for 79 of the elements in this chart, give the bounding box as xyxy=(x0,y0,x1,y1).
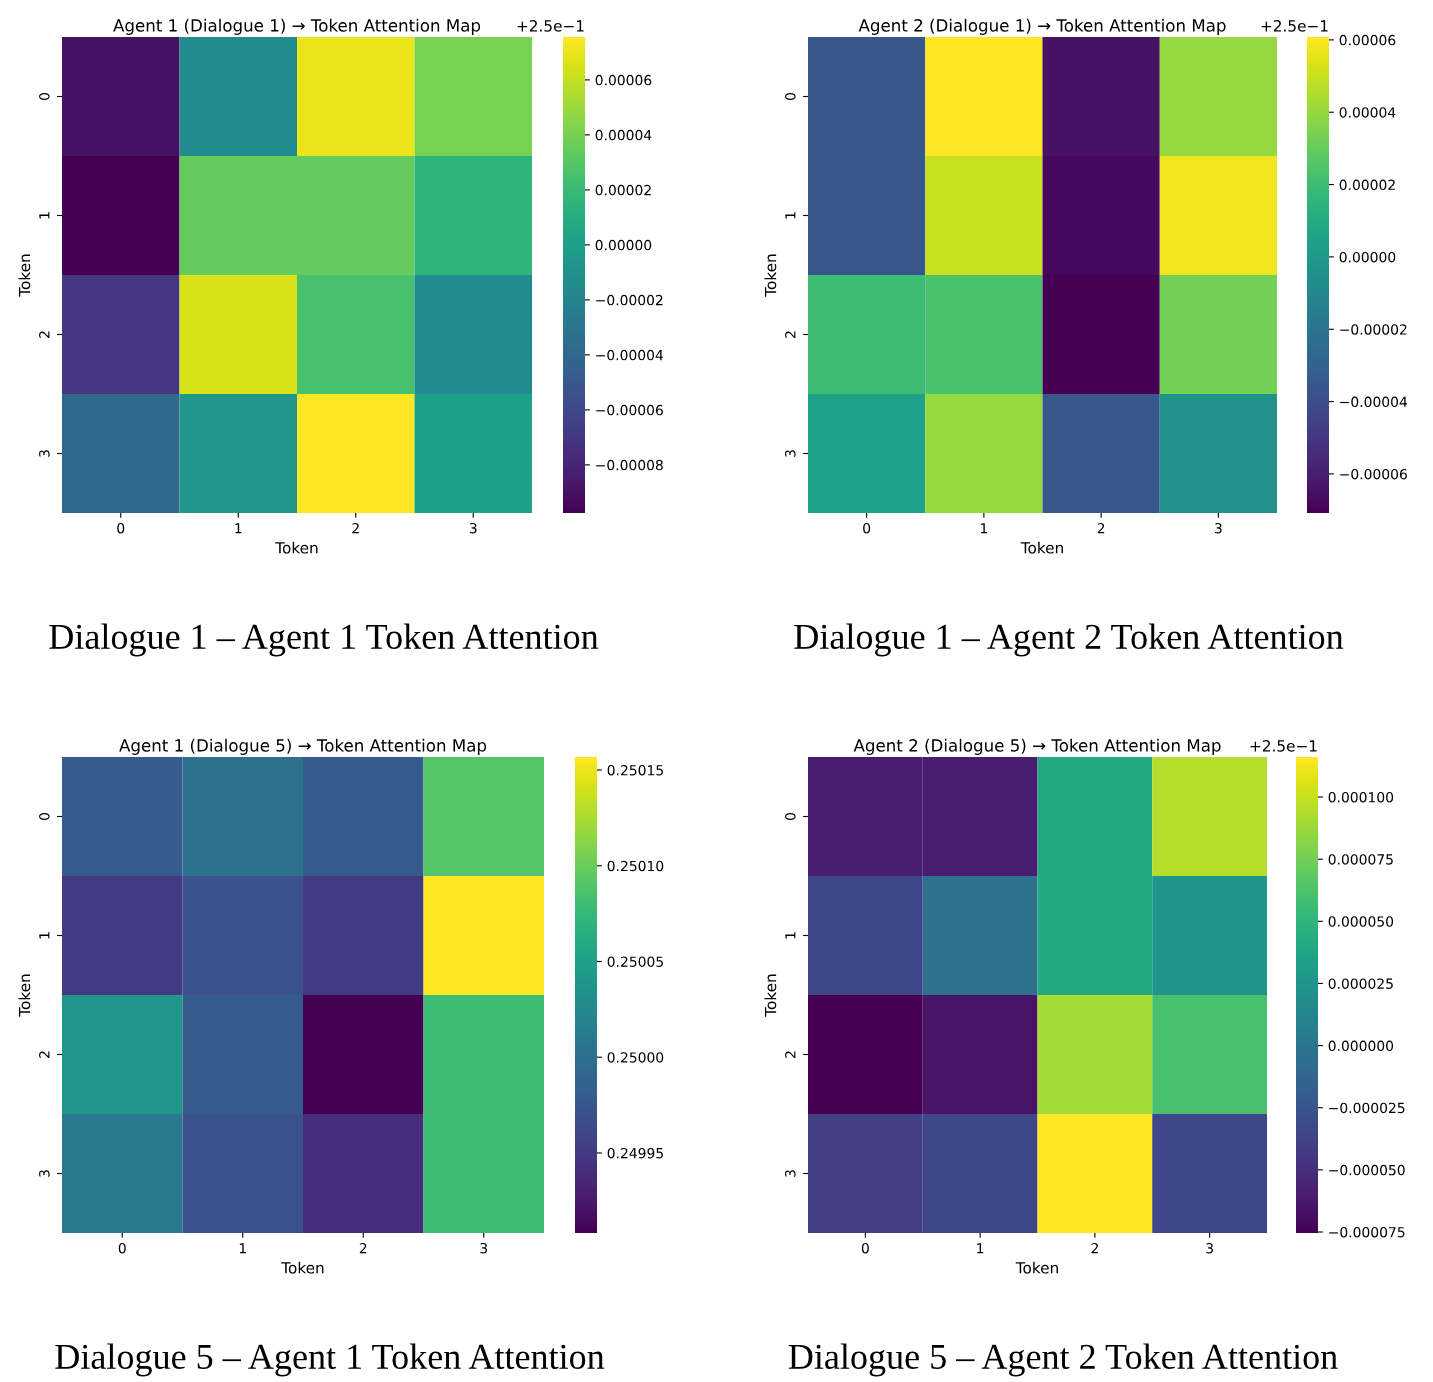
y-axis-title: Token xyxy=(764,254,777,297)
y-tick-label: 2 xyxy=(785,331,796,338)
x-tick-label: 1 xyxy=(977,1243,984,1254)
y-tick-label: 1 xyxy=(39,932,50,939)
y-tick-label: 0 xyxy=(39,813,50,820)
x-axis-title: Token xyxy=(1020,541,1063,554)
color-bar-label: 0.25010 xyxy=(607,860,664,872)
color-bar-label: 0.24995 xyxy=(607,1147,663,1159)
color-bar-label: 0.00000 xyxy=(1339,251,1396,263)
color-bar-label: 0.25005 xyxy=(607,956,663,967)
x-tick-label: 1 xyxy=(980,523,988,534)
x-tick-label: 0 xyxy=(117,522,125,534)
y-tick-label: 1 xyxy=(785,932,796,939)
text: +2.5e−1 xyxy=(1261,20,1328,32)
y-tick-label: 2 xyxy=(39,331,50,338)
y-tick-label: 3 xyxy=(785,1170,796,1177)
color-bar-label: −0.00006 xyxy=(1340,468,1407,480)
x-axis-title: Token xyxy=(275,541,318,554)
y-tick-label: 0 xyxy=(785,813,796,820)
x-tick-label: 2 xyxy=(1097,522,1105,534)
text: +2.5e−1 xyxy=(1250,740,1317,752)
y-tick-label: 0 xyxy=(39,93,50,100)
chart-title: Agent 1 (Dialogue 5) → Token Attention Map xyxy=(119,738,487,755)
color-bar-label: −0.000050 xyxy=(1329,1164,1405,1176)
x-tick-label: 0 xyxy=(863,522,871,534)
color-bar-label: 0.00002 xyxy=(1339,179,1395,191)
color-bar-label: 0.25015 xyxy=(607,764,663,776)
color-bar-label: 0.000000 xyxy=(1328,1040,1394,1052)
x-tick-label: 2 xyxy=(359,1242,367,1254)
color-bar-label: −0.00004 xyxy=(596,349,664,361)
x-tick-label: 3 xyxy=(1206,1242,1213,1254)
x-tick-label: 3 xyxy=(480,1242,488,1254)
y-tick-label: 1 xyxy=(39,212,50,219)
text: Dialogue 1 – Agent 2 Token Attention xyxy=(794,623,1344,657)
x-tick-label: 1 xyxy=(235,523,242,534)
color-bar-label: −0.00008 xyxy=(596,459,663,471)
text: Dialogue 5 – Agent 2 Token Attention xyxy=(788,1343,1338,1377)
x-axis-title: Token xyxy=(1015,1261,1058,1274)
color-bar-label: 0.00004 xyxy=(595,129,652,141)
text: Dialogue 5 – Agent 1 Token Attention xyxy=(55,1343,605,1377)
y-axis-title: Token xyxy=(18,254,31,297)
color-bar-label: 0.000100 xyxy=(1328,791,1394,803)
x-tick-label: 0 xyxy=(861,1242,869,1254)
y-tick-label: 0 xyxy=(785,93,796,100)
color-bar-label: 0.00004 xyxy=(1339,107,1396,118)
y-axis-title: Token xyxy=(18,974,31,1017)
x-tick-label: 3 xyxy=(1215,522,1222,534)
y-tick-label: 1 xyxy=(785,212,796,219)
y-tick-label: 2 xyxy=(39,1051,50,1058)
color-bar-label: −0.000025 xyxy=(1329,1102,1405,1114)
color-bar-label: −0.000075 xyxy=(1329,1226,1405,1238)
text: +2.5e−1 xyxy=(517,20,584,32)
chart-title: Agent 1 (Dialogue 1) → Token Attention Map xyxy=(113,18,481,35)
x-tick-label: 2 xyxy=(1091,1242,1098,1254)
color-bar-label: −0.00004 xyxy=(1340,396,1408,408)
y-tick-label: 2 xyxy=(785,1051,796,1058)
color-bar-label: 0.000050 xyxy=(1328,916,1394,927)
y-tick-label: 3 xyxy=(39,450,50,457)
x-axis-title: Token xyxy=(281,1261,324,1274)
color-bar-label: 0.00000 xyxy=(595,239,652,251)
y-axis-title: Token xyxy=(764,974,777,1017)
x-tick-label: 2 xyxy=(352,522,359,534)
x-tick-label: 3 xyxy=(469,522,477,534)
color-bar-label: 0.00006 xyxy=(595,74,652,86)
color-bar-label: 0.25000 xyxy=(607,1052,664,1063)
x-tick-label: 0 xyxy=(118,1242,126,1254)
chart-title: Agent 2 (Dialogue 1) → Token Attention Map xyxy=(858,18,1226,35)
text: Dialogue 1 – Agent 1 Token Attention xyxy=(49,623,599,657)
y-tick-label: 3 xyxy=(39,1170,50,1177)
color-bar-label: −0.00002 xyxy=(1340,324,1407,335)
color-bar-label: −0.00002 xyxy=(596,294,663,306)
color-bar-label: 0.00006 xyxy=(1339,34,1396,46)
x-tick-label: 1 xyxy=(239,1243,246,1254)
color-bar-label: 0.00002 xyxy=(595,184,651,196)
chart-title: Agent 2 (Dialogue 5) → Token Attention Map xyxy=(853,738,1221,755)
color-bar-label: 0.000025 xyxy=(1328,978,1393,989)
color-bar-label: −0.00006 xyxy=(596,404,663,416)
y-tick-label: 3 xyxy=(785,450,796,457)
color-bar-label: 0.000075 xyxy=(1328,854,1393,865)
